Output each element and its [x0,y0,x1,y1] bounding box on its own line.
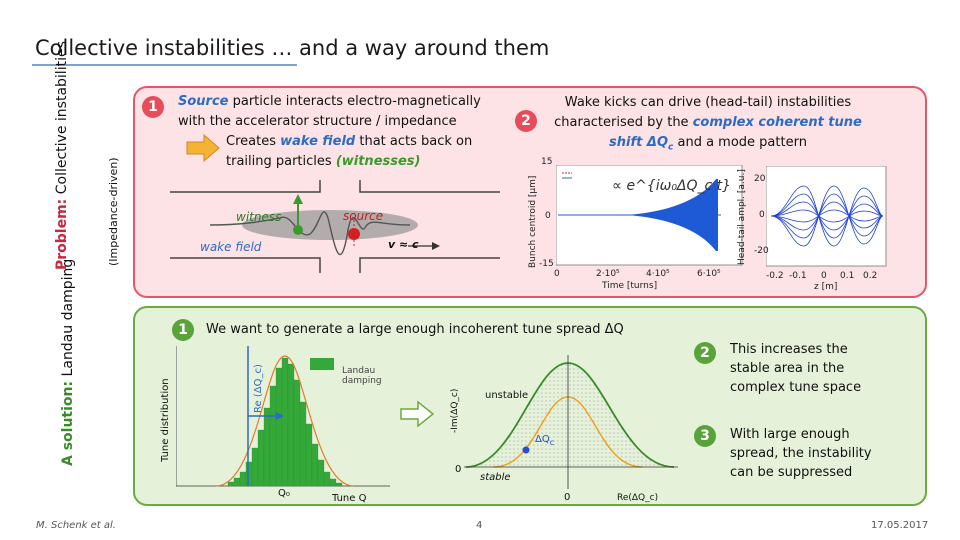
s3-line-1: With large enough [730,427,850,442]
solution-label-rest: Landau damping [60,258,76,381]
step2-line2a: characterised by the [554,115,693,130]
problem-step-2-badge: 2 [515,110,537,132]
witness-label: witness [236,210,282,224]
headtail-xlabel: z [m] [814,282,838,292]
centroid-plot [556,165,743,266]
headtail-ylabel: Head-tail ampl. [a.u.] [737,169,747,265]
title-underline [32,64,297,66]
problem-step-2-text: Wake kicks can drive (head-tail) instabi… [553,93,863,158]
centroid-xlabel: Time [turns] [602,281,658,291]
headtail-xtick-4: 0.2 [863,271,878,281]
centroid-ytick-bot: -15 [539,259,554,269]
tune-q-label: Tune Q [332,493,367,504]
wake-field-word: wake field [280,134,356,149]
solution-step-1-badge: 1 [172,319,194,341]
headtail-ytick-top: 20 [754,174,766,184]
problem-side-label: Problem: Collective instabilities [54,41,70,270]
centroid-formula: ∝ e^{iω₀ΔQ_c t} [612,178,732,194]
headtail-ytick-bot: -20 [754,246,769,256]
dq-sub-text: c [549,438,555,447]
re-dqc-xlabel: Re(ΔQ_c) [617,493,659,503]
wake-field-diagram [170,180,500,273]
solution-panel [133,306,927,506]
problem-step-1-badge: 1 [142,96,164,118]
step2-line1: Wake kicks can drive (head-tail) instabi… [564,95,852,110]
tune-histogram [176,346,390,487]
stable-label: stable [480,472,511,483]
centroid-ytick-top: 15 [541,157,553,167]
problem-step-1-text: Source particle interacts electro-magnet… [178,92,508,172]
headtail-xtick-0: -0.2 [766,271,784,281]
dq-word: shift ΔQ [609,135,669,150]
step1-line3a: Creates [226,134,281,149]
problem-side-sub: (Impedance-driven) [107,157,120,266]
solution-step-2-badge: 2 [694,342,716,364]
solution-label-bold: A solution: [60,380,76,466]
s3-line-3: can be suppressed [730,465,853,480]
source-word: Source [178,94,229,109]
source-label: source [343,209,384,223]
solution-step-2-text: This increases the stable area in the co… [730,340,861,397]
tune-dist-ylabel: Tune distribution [160,378,171,462]
dq-text: ΔQ [535,434,550,445]
arrow-right-icon-2 [400,400,434,428]
solution-step-3-text: With large enough spread, the instabilit… [730,425,872,482]
solution-step-3-badge: 3 [694,425,716,447]
dq-point-label: ΔQc [535,434,554,447]
velocity-label: v ≈ c [388,238,419,251]
arrow-right-icon [186,134,220,162]
solution-side-label: A solution: Landau damping [60,259,76,466]
problem-label-rest: Collective instabilities [54,41,70,199]
wake-field-label: wake field [200,240,262,254]
footer-date: 17.05.2017 [871,520,929,531]
solution-step-1-text: We want to generate a large enough incoh… [206,322,624,337]
unstable-label: unstable [485,390,529,401]
complex-tune-word: complex coherent tune [692,115,862,130]
step2-line3b: and a mode pattern [673,135,807,150]
step1-part2: particle interacts electro-magnetically [228,94,481,109]
re-dq-label: Re (ΔQ_c) [253,364,264,413]
im-dq-label: -Im(ΔQ_c) [450,388,460,433]
centroid-ytick-mid: 0 [545,211,551,221]
step1-line2: with the accelerator structure / impedan… [178,114,457,129]
centroid-ylabel: Bunch centroid [μm] [528,175,538,268]
centroid-xtick-0: 0 [554,269,560,279]
stab-zero-y: 0 [455,464,462,475]
witnesses-word: (witnesses) [335,154,421,169]
footer-page-number: 4 [476,520,483,531]
stab-zero-x: 0 [564,492,571,503]
headtail-ytick-mid: 0 [759,210,765,220]
s2-line-2: stable area in the [730,361,845,376]
s2-line-1: This increases the [730,342,848,357]
centroid-xtick-2: 4·10⁵ [646,269,670,279]
q0-label: Q₀ [278,488,290,499]
centroid-xtick-3: 6·10⁵ [697,269,721,279]
headtail-xtick-1: -0.1 [789,271,807,281]
s3-line-2: spread, the instability [730,446,872,461]
headtail-xtick-2: 0 [821,271,827,281]
page-title: Collective instabilities … and a way aro… [35,36,550,60]
landau-legend: Landau damping [342,366,382,386]
step1-line4a: trailing particles [226,154,336,169]
dq-sub: c [668,142,674,153]
s2-line-3: complex tune space [730,380,862,395]
headtail-xtick-3: 0.1 [840,271,855,281]
stability-diagram [464,355,678,489]
step1-line3c: that acts back on [355,134,473,149]
footer-author: M. Schenk et al. [36,520,116,531]
centroid-xtick-1: 2·10⁵ [596,269,620,279]
headtail-plot [766,166,887,267]
